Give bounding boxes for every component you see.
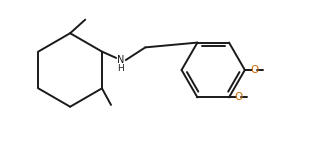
- Text: N: N: [117, 55, 124, 65]
- Text: H: H: [117, 64, 124, 73]
- Text: O: O: [235, 92, 243, 102]
- Text: O: O: [250, 65, 259, 75]
